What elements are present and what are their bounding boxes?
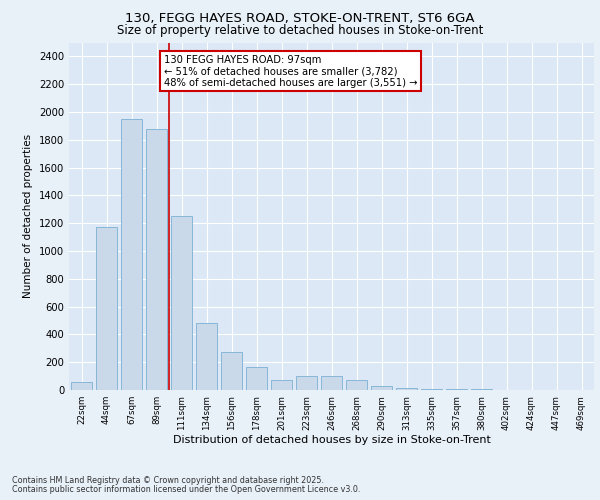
Bar bbox=[296, 376, 317, 390]
Bar bbox=[421, 388, 442, 390]
Bar bbox=[221, 352, 242, 390]
Bar bbox=[346, 380, 367, 390]
Text: 130, FEGG HAYES ROAD, STOKE-ON-TRENT, ST6 6GA: 130, FEGG HAYES ROAD, STOKE-ON-TRENT, ST… bbox=[125, 12, 475, 25]
Bar bbox=[246, 367, 267, 390]
Bar bbox=[171, 216, 192, 390]
Bar bbox=[146, 130, 167, 390]
Bar bbox=[121, 119, 142, 390]
Bar bbox=[96, 226, 117, 390]
Text: Size of property relative to detached houses in Stoke-on-Trent: Size of property relative to detached ho… bbox=[117, 24, 483, 37]
Bar bbox=[321, 376, 342, 390]
Bar bbox=[71, 382, 92, 390]
Y-axis label: Number of detached properties: Number of detached properties bbox=[23, 134, 34, 298]
Text: 130 FEGG HAYES ROAD: 97sqm
← 51% of detached houses are smaller (3,782)
48% of s: 130 FEGG HAYES ROAD: 97sqm ← 51% of deta… bbox=[163, 54, 417, 88]
Bar bbox=[196, 324, 217, 390]
X-axis label: Distribution of detached houses by size in Stoke-on-Trent: Distribution of detached houses by size … bbox=[173, 436, 490, 446]
Text: Contains HM Land Registry data © Crown copyright and database right 2025.: Contains HM Land Registry data © Crown c… bbox=[12, 476, 324, 485]
Bar bbox=[371, 386, 392, 390]
Text: Contains public sector information licensed under the Open Government Licence v3: Contains public sector information licen… bbox=[12, 485, 361, 494]
Bar bbox=[396, 388, 417, 390]
Bar bbox=[271, 380, 292, 390]
